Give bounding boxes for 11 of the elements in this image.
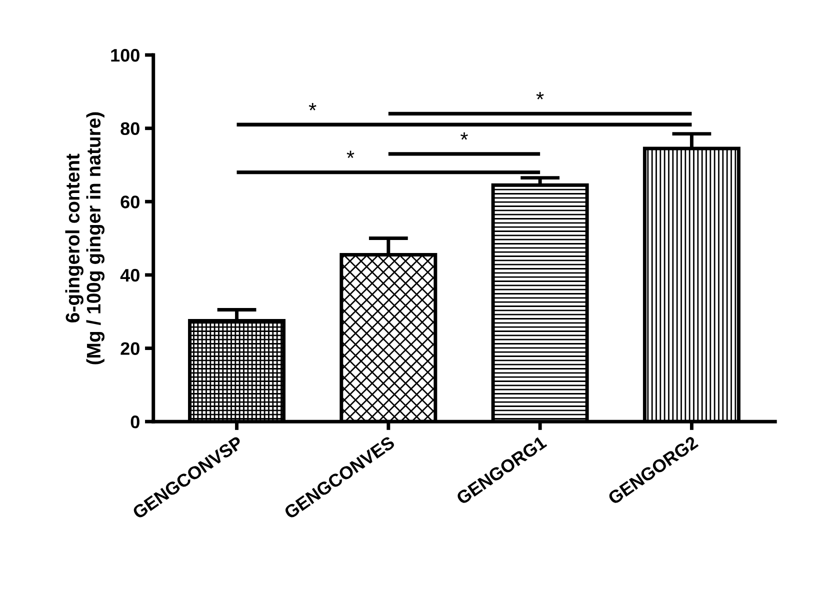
annotation: * — [308, 103, 316, 110]
annotation: * — [536, 92, 544, 100]
y-tick-label: 60 — [120, 196, 140, 208]
annotation: * — [346, 150, 354, 158]
y-tick-label: 40 — [120, 268, 140, 282]
y-tick-label: 0 — [130, 416, 140, 428]
annotation: * — [460, 132, 468, 140]
y-tick-label: 80 — [120, 122, 140, 136]
y-tick-label: 100 — [111, 48, 140, 62]
y-tick-label: 20 — [120, 342, 140, 355]
y-axis-title: 6-gingerol content (Mg / 100g ginger in nature) — [65, 112, 104, 364]
